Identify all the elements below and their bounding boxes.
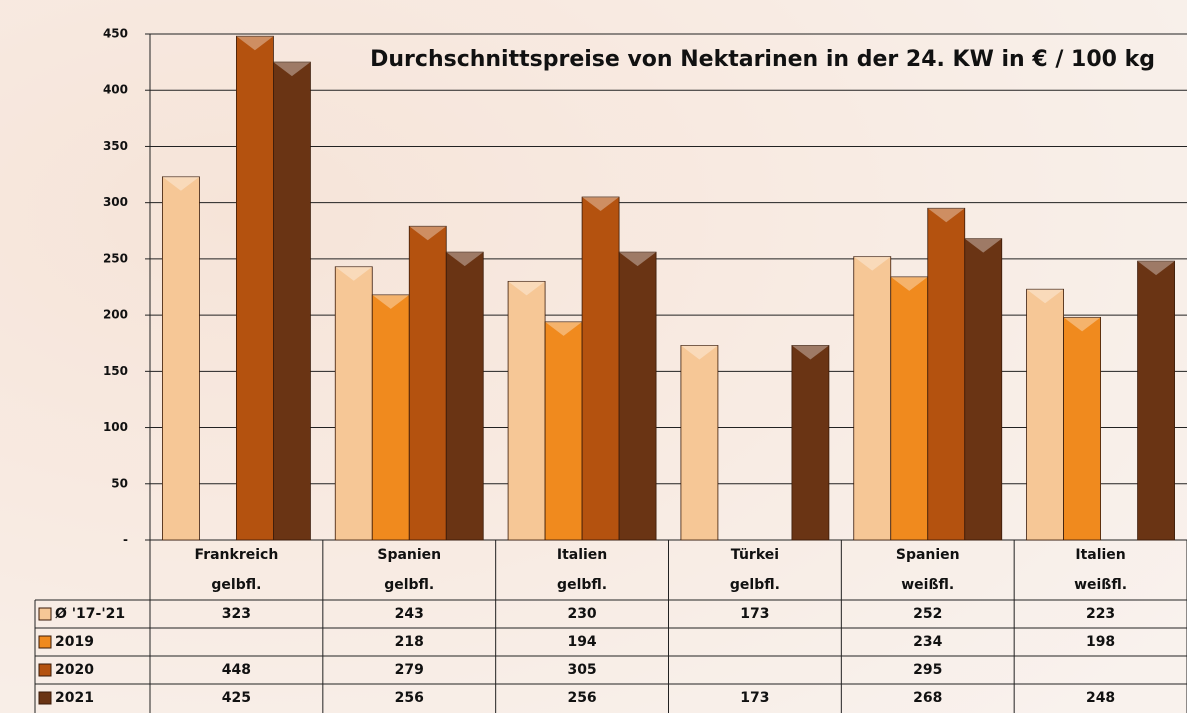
bar [273, 62, 310, 540]
bar [1027, 289, 1064, 540]
x-tick-label: gelbfl. [557, 577, 607, 593]
x-tick-label: Spanien [377, 547, 441, 563]
bar [372, 295, 409, 540]
x-tick-label: weißfl. [901, 577, 954, 593]
legend-label: Ø '17-'21 [55, 606, 125, 622]
legend-swatch [39, 636, 51, 648]
bar [335, 267, 372, 540]
table-value: 198 [1086, 634, 1115, 650]
table-value: 305 [567, 662, 596, 678]
y-tick-label: 350 [103, 139, 128, 153]
bar [1064, 317, 1101, 540]
table-value: 448 [222, 662, 251, 678]
legend-label: 2019 [55, 634, 94, 650]
table-value: 256 [567, 690, 596, 706]
y-tick-label: 50 [111, 476, 128, 490]
bar [928, 208, 965, 540]
table-value: 323 [222, 606, 251, 622]
table-value: 279 [395, 662, 424, 678]
legend-swatch [39, 664, 51, 676]
table-value: 173 [740, 690, 769, 706]
bar [236, 36, 273, 540]
bar [446, 252, 483, 540]
legend-swatch [39, 692, 51, 704]
table-value: 234 [913, 634, 942, 650]
bar [162, 177, 199, 540]
y-tick-label: 400 [103, 83, 128, 97]
bar [1138, 261, 1175, 540]
table-value: 194 [567, 634, 596, 650]
bar [792, 345, 829, 540]
bar [545, 322, 582, 540]
y-tick-label: 250 [103, 251, 128, 265]
x-tick-label: Italien [1075, 547, 1125, 563]
legend-label: 2021 [55, 690, 94, 706]
chart: Durchschnittspreise von Nektarinen in de… [0, 0, 1187, 713]
y-tick-label: 100 [103, 420, 128, 434]
table-value: 243 [395, 606, 424, 622]
bar [891, 277, 928, 540]
bar [508, 281, 545, 540]
table-value: 425 [222, 690, 251, 706]
table-value: 295 [913, 662, 942, 678]
x-tick-label: Frankreich [195, 547, 279, 563]
legend-label: 2020 [55, 662, 94, 678]
legend-swatch [39, 608, 51, 620]
chart-title: Durchschnittspreise von Nektarinen in de… [370, 47, 1155, 72]
table-value: 248 [1086, 690, 1115, 706]
x-tick-label: gelbfl. [384, 577, 434, 593]
bar [965, 239, 1002, 540]
x-tick-label: gelbfl. [730, 577, 780, 593]
table-value: 230 [567, 606, 596, 622]
x-tick-label: Türkei [731, 547, 779, 563]
y-tick-label: - [123, 533, 128, 547]
bar [619, 252, 656, 540]
table-value: 256 [395, 690, 424, 706]
x-tick-label: Italien [557, 547, 607, 563]
y-tick-label: 200 [103, 308, 128, 322]
table-value: 252 [913, 606, 942, 622]
table-value: 218 [395, 634, 424, 650]
bar [681, 345, 718, 540]
table-value: 173 [740, 606, 769, 622]
bar [409, 226, 446, 540]
y-tick-label: 450 [103, 27, 128, 41]
x-tick-label: Spanien [896, 547, 960, 563]
table-value: 223 [1086, 606, 1115, 622]
table-value: 268 [913, 690, 942, 706]
y-tick-label: 150 [103, 364, 128, 378]
bar [854, 257, 891, 540]
y-tick-label: 300 [103, 195, 128, 209]
x-tick-label: weißfl. [1074, 577, 1127, 593]
bar [582, 197, 619, 540]
x-tick-label: gelbfl. [211, 577, 261, 593]
